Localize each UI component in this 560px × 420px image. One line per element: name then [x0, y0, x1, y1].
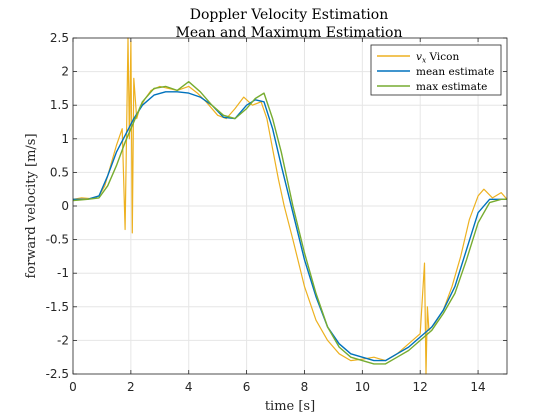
- y-tick-label: -2: [57, 333, 69, 347]
- x-axis-label: time [s]: [265, 399, 315, 414]
- legend: vx Vicon mean estimate max estimate: [370, 44, 502, 96]
- x-tick-label: 12: [413, 380, 428, 394]
- y-tick-label: 2.5: [50, 31, 69, 45]
- chart-title: Doppler Velocity Estimation: [190, 7, 388, 23]
- y-tick-label: -1.5: [46, 300, 69, 314]
- x-tick-label: 0: [69, 380, 77, 394]
- y-tick-label: -2.5: [46, 367, 69, 381]
- x-tick-label: 4: [185, 380, 193, 394]
- x-tick-label: 2: [127, 380, 135, 394]
- legend-label-vicon-main: v: [416, 51, 422, 63]
- y-tick-label: 0.5: [50, 165, 69, 179]
- x-tick-label: 8: [301, 380, 309, 394]
- y-tick-label: 0: [61, 199, 69, 213]
- y-tick-label: 1: [61, 132, 69, 146]
- axis-ticks: 0 2 4 6 8 10 12 14 2.5 2 1.5 1 0.5 0 -0.5 -1 -1.5 -2 -2.5: [46, 31, 507, 394]
- y-tick-label: 1.5: [50, 98, 69, 112]
- x-tick-label: 14: [470, 380, 485, 394]
- x-tick-label: 6: [243, 380, 251, 394]
- series-line-max-estimate: [72, 80, 507, 365]
- x-tick-label: 10: [355, 380, 370, 394]
- chart-subtitle: Mean and Maximum Estimation: [176, 25, 403, 41]
- legend-label-mean: mean estimate: [416, 66, 494, 78]
- legend-label-vicon-rest: Vicon: [426, 51, 459, 63]
- y-tick-label: -0.5: [46, 233, 69, 247]
- y-tick-label: -1: [57, 266, 69, 280]
- y-tick-label: 2: [61, 65, 69, 79]
- y-axis-label: forward velocity [m/s]: [24, 133, 39, 278]
- legend-label-vicon-subscript: x: [422, 56, 427, 65]
- series-lines: [72, 37, 508, 375]
- legend-label-max: max estimate: [416, 81, 487, 93]
- legend-label-vicon: vx Vicon: [416, 51, 459, 65]
